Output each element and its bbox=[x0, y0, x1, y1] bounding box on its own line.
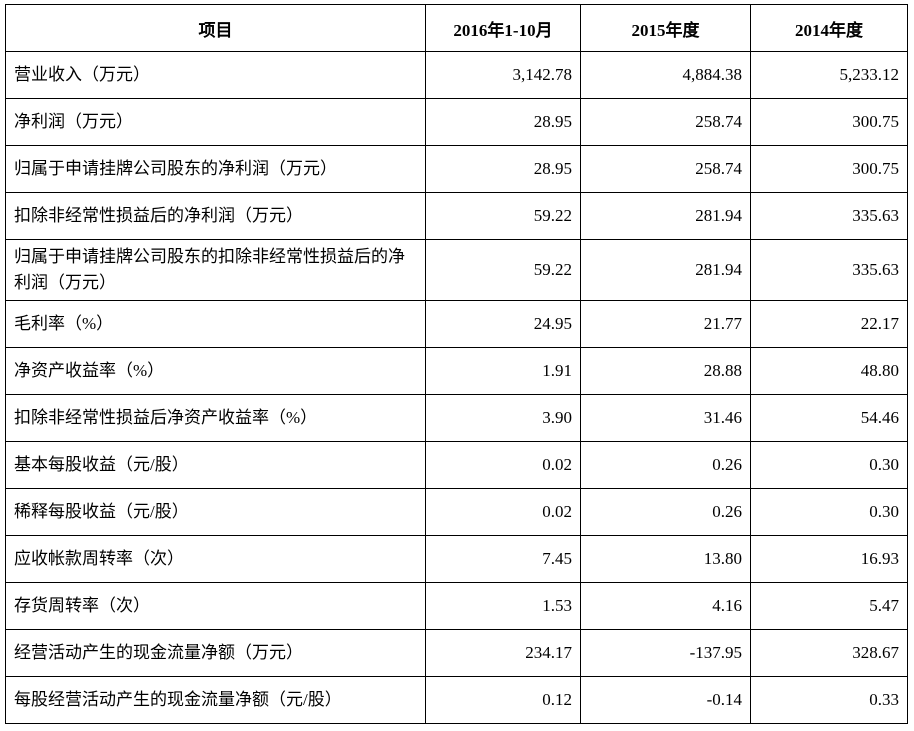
value-cell: 234.17 bbox=[425, 629, 581, 677]
value-cell: 13.80 bbox=[580, 535, 751, 583]
value-cell: 3,142.78 bbox=[425, 51, 581, 99]
table-row: 净资产收益率（%） 1.91 28.88 48.80 bbox=[5, 347, 908, 395]
row-label: 经营活动产生的现金流量净额（万元） bbox=[5, 629, 426, 677]
value-cell: 7.45 bbox=[425, 535, 581, 583]
value-cell: 0.30 bbox=[750, 488, 908, 536]
row-label: 稀释每股收益（元/股） bbox=[5, 488, 426, 536]
row-label: 应收帐款周转率（次） bbox=[5, 535, 426, 583]
table-row: 净利润（万元） 28.95 258.74 300.75 bbox=[5, 98, 908, 146]
table-row: 应收帐款周转率（次） 7.45 13.80 16.93 bbox=[5, 535, 908, 583]
value-cell: 54.46 bbox=[750, 394, 908, 442]
value-cell: 4.16 bbox=[580, 582, 751, 630]
header-cell: 2016年1-10月 bbox=[425, 4, 581, 52]
table-row: 存货周转率（次） 1.53 4.16 5.47 bbox=[5, 582, 908, 630]
table-row: 营业收入（万元） 3,142.78 4,884.38 5,233.12 bbox=[5, 51, 908, 99]
header-cell: 项目 bbox=[5, 4, 426, 52]
table-row: 稀释每股收益（元/股） 0.02 0.26 0.30 bbox=[5, 488, 908, 536]
value-cell: 59.22 bbox=[425, 239, 581, 301]
table-row: 经营活动产生的现金流量净额（万元） 234.17 -137.95 328.67 bbox=[5, 629, 908, 677]
value-cell: 258.74 bbox=[580, 145, 751, 193]
value-cell: 335.63 bbox=[750, 192, 908, 240]
value-cell: 24.95 bbox=[425, 300, 581, 348]
table-row: 每股经营活动产生的现金流量净额（元/股） 0.12 -0.14 0.33 bbox=[5, 676, 908, 724]
value-cell: 5.47 bbox=[750, 582, 908, 630]
value-cell: -0.14 bbox=[580, 676, 751, 724]
value-cell: 16.93 bbox=[750, 535, 908, 583]
table-row: 扣除非经常性损益后净资产收益率（%） 3.90 31.46 54.46 bbox=[5, 394, 908, 442]
header-cell: 2015年度 bbox=[580, 4, 751, 52]
value-cell: 5,233.12 bbox=[750, 51, 908, 99]
row-label: 营业收入（万元） bbox=[5, 51, 426, 99]
value-cell: 335.63 bbox=[750, 239, 908, 301]
row-label: 基本每股收益（元/股） bbox=[5, 441, 426, 489]
value-cell: 0.02 bbox=[425, 441, 581, 489]
value-cell: 0.26 bbox=[580, 488, 751, 536]
row-label: 存货周转率（次） bbox=[5, 582, 426, 630]
value-cell: 28.95 bbox=[425, 98, 581, 146]
table-row: 扣除非经常性损益后的净利润（万元） 59.22 281.94 335.63 bbox=[5, 192, 908, 240]
value-cell: 1.53 bbox=[425, 582, 581, 630]
value-cell: 0.12 bbox=[425, 676, 581, 724]
value-cell: 28.88 bbox=[580, 347, 751, 395]
row-label: 扣除非经常性损益后净资产收益率（%） bbox=[5, 394, 426, 442]
table-body: 营业收入（万元） 3,142.78 4,884.38 5,233.12 净利润（万元） 2… bbox=[5, 51, 908, 724]
row-label: 毛利率（%） bbox=[5, 300, 426, 348]
value-cell: 22.17 bbox=[750, 300, 908, 348]
value-cell: 4,884.38 bbox=[580, 51, 751, 99]
value-cell: 258.74 bbox=[580, 98, 751, 146]
value-cell: 28.95 bbox=[425, 145, 581, 193]
table-row: 归属于申请挂牌公司股东的扣除非经常性损益后的净利润（万元） 59.22 281.94… bbox=[5, 239, 908, 301]
value-cell: 300.75 bbox=[750, 145, 908, 193]
table-row: 归属于申请挂牌公司股东的净利润（万元） 28.95 258.74 300.75 bbox=[5, 145, 908, 193]
value-cell: 21.77 bbox=[580, 300, 751, 348]
header-row: 项目 2016年1-10月 2015年度 2014年度 bbox=[5, 4, 908, 52]
row-label: 净利润（万元） bbox=[5, 98, 426, 146]
table-row: 毛利率（%） 24.95 21.77 22.17 bbox=[5, 300, 908, 348]
row-label: 归属于申请挂牌公司股东的净利润（万元） bbox=[5, 145, 426, 193]
value-cell: 31.46 bbox=[580, 394, 751, 442]
value-cell: 59.22 bbox=[425, 192, 581, 240]
value-cell: -137.95 bbox=[580, 629, 751, 677]
value-cell: 300.75 bbox=[750, 98, 908, 146]
value-cell: 328.67 bbox=[750, 629, 908, 677]
value-cell: 0.02 bbox=[425, 488, 581, 536]
row-label: 净资产收益率（%） bbox=[5, 347, 426, 395]
header-cell: 2014年度 bbox=[750, 4, 908, 52]
financial-table: 项目 2016年1-10月 2015年度 2014年度 营业收入（万元） 3,142.7… bbox=[5, 4, 908, 724]
row-label: 扣除非经常性损益后的净利润（万元） bbox=[5, 192, 426, 240]
value-cell: 0.30 bbox=[750, 441, 908, 489]
row-label: 每股经营活动产生的现金流量净额（元/股） bbox=[5, 676, 426, 724]
value-cell: 3.90 bbox=[425, 394, 581, 442]
value-cell: 1.91 bbox=[425, 347, 581, 395]
value-cell: 281.94 bbox=[580, 192, 751, 240]
table-row: 基本每股收益（元/股） 0.02 0.26 0.30 bbox=[5, 441, 908, 489]
value-cell: 0.26 bbox=[580, 441, 751, 489]
value-cell: 0.33 bbox=[750, 676, 908, 724]
value-cell: 48.80 bbox=[750, 347, 908, 395]
value-cell: 281.94 bbox=[580, 239, 751, 301]
row-label: 归属于申请挂牌公司股东的扣除非经常性损益后的净利润（万元） bbox=[5, 239, 426, 301]
